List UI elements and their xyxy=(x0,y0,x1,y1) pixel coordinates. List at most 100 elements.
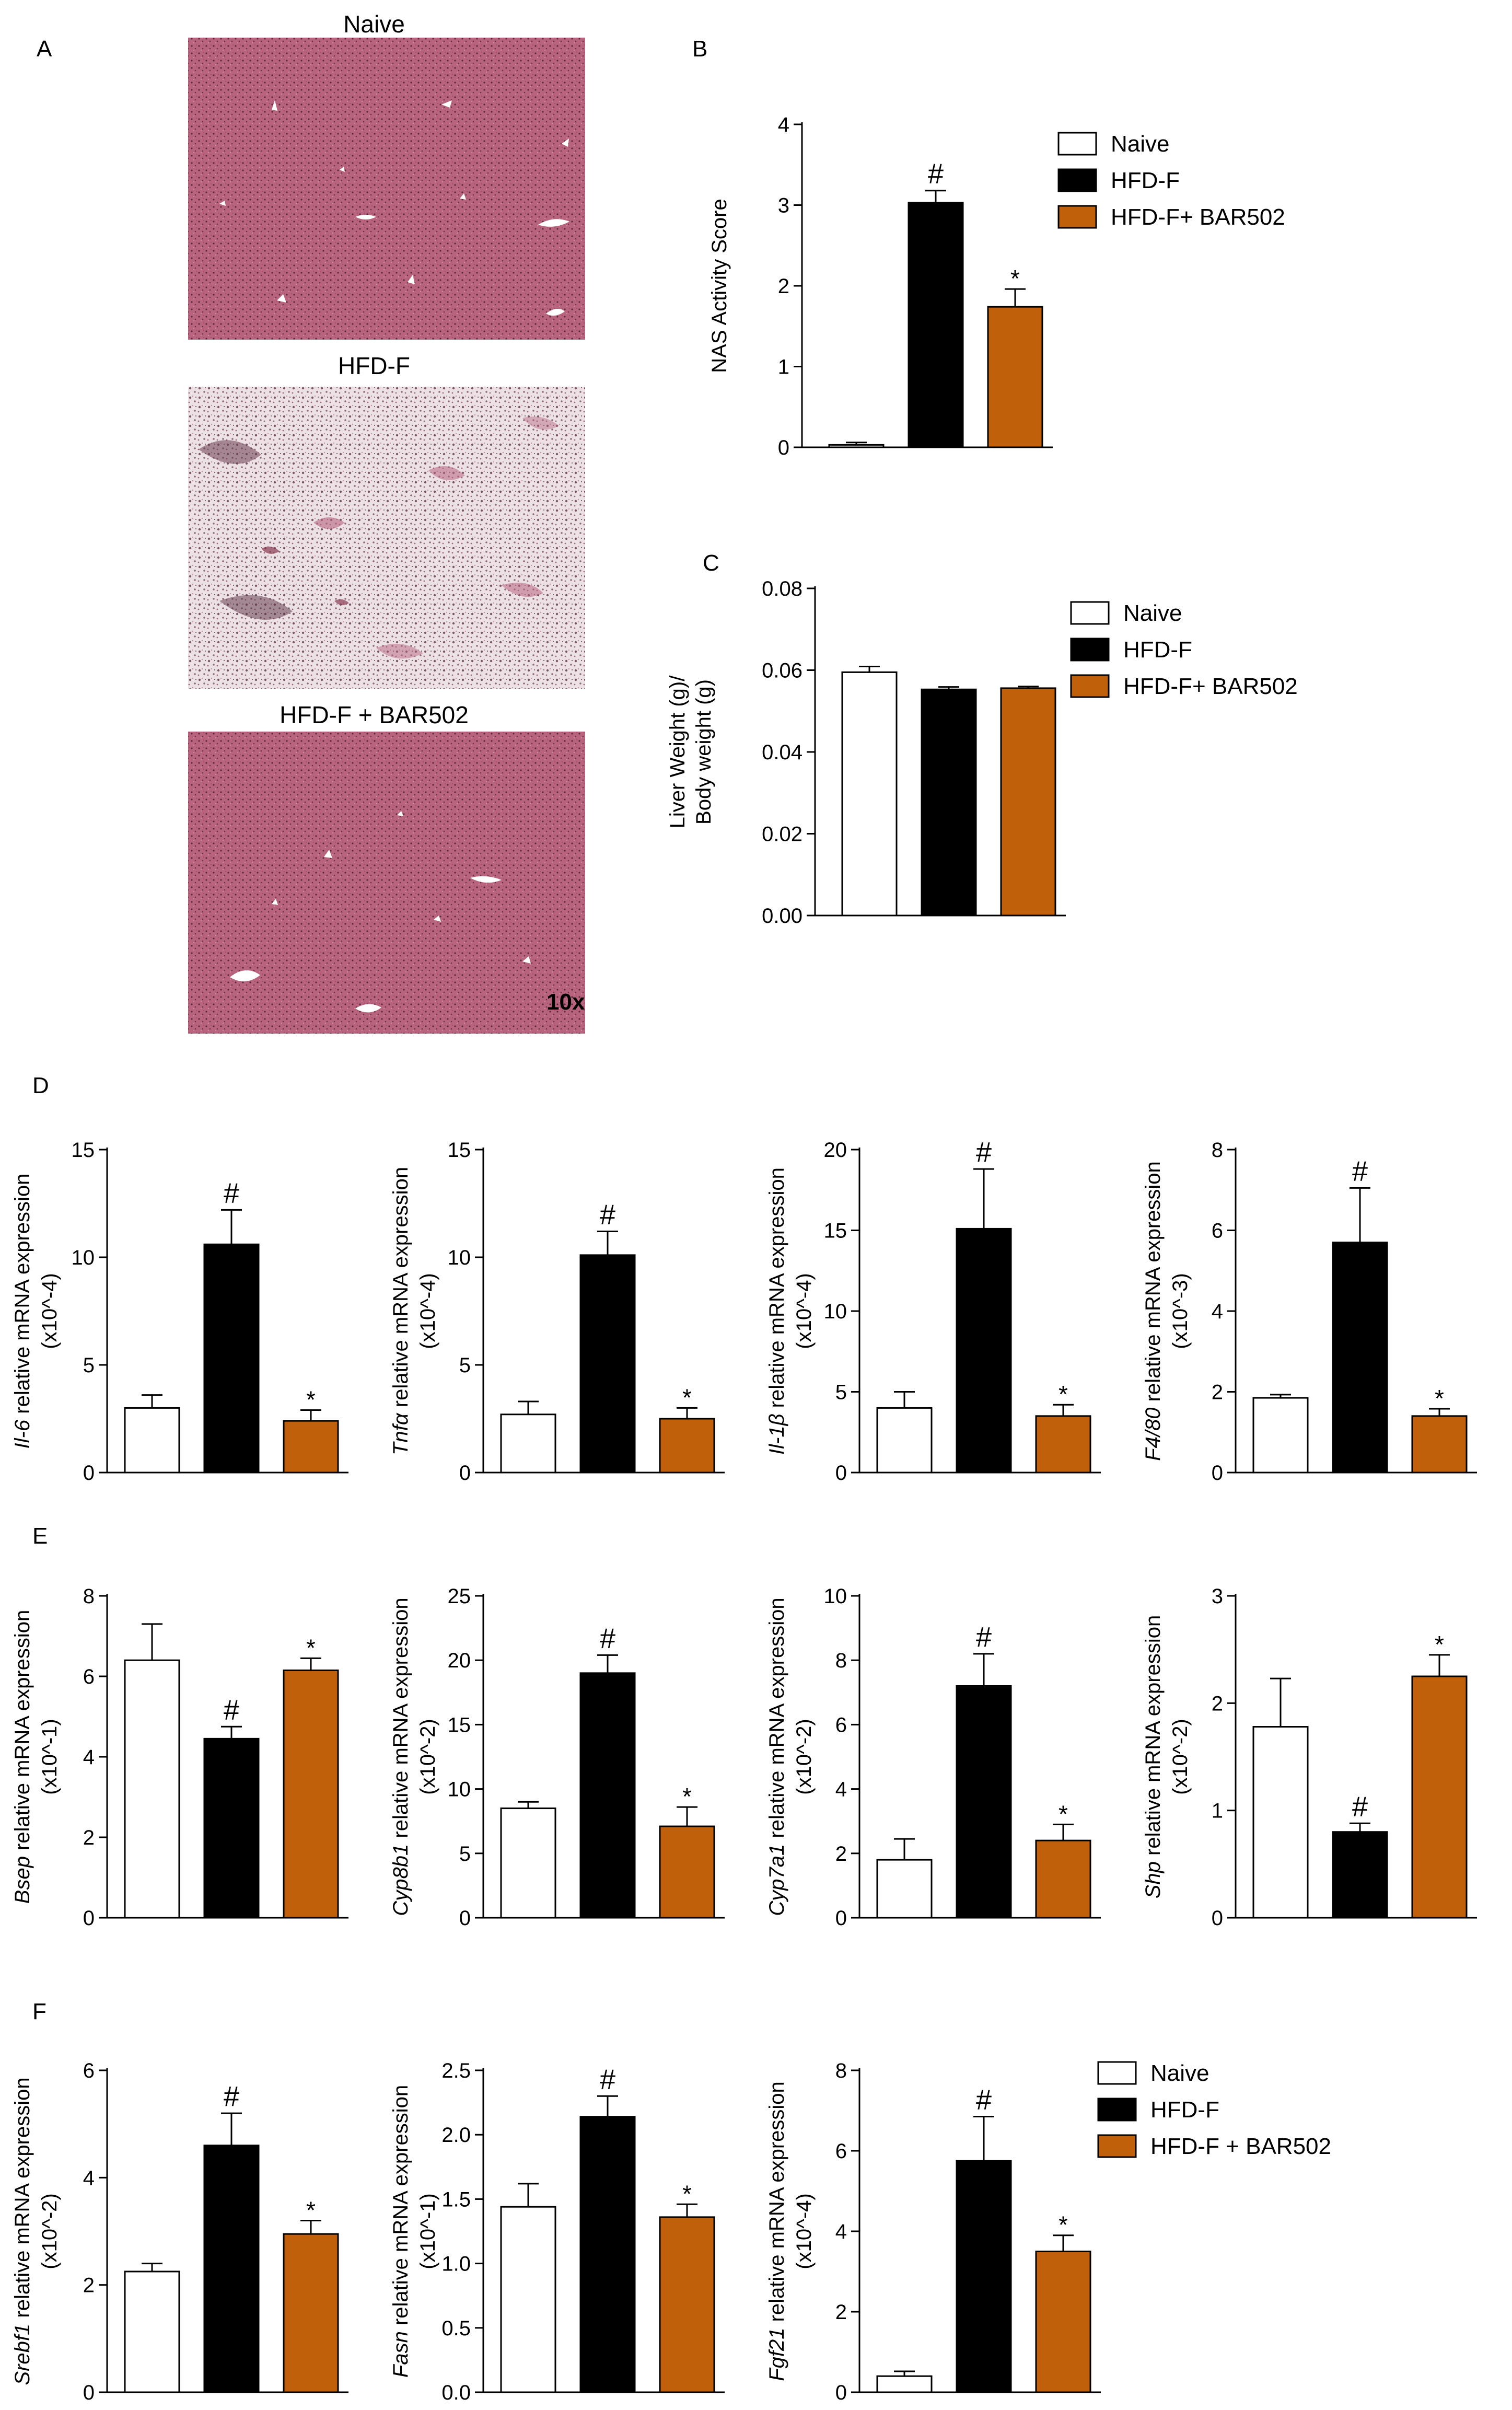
y-tick-label: 2 xyxy=(1212,1381,1223,1404)
y-axis-label: Liver Weight (g)/ xyxy=(666,675,689,829)
legend-label-naive: Naive xyxy=(1111,131,1170,157)
histology-image-hfd xyxy=(188,387,585,689)
legend-label-bar502: HFD-F + BAR502 xyxy=(1150,2134,1331,2159)
legend-swatch-hfd xyxy=(1059,169,1096,191)
legend-label-hfd: HFD-F xyxy=(1111,168,1180,193)
y-tick-label: 6 xyxy=(1212,1220,1223,1243)
gene-name: Cyp8b1 xyxy=(389,1844,412,1916)
y-tick-label: 6 xyxy=(83,2059,95,2082)
bar-bar502 xyxy=(660,1419,714,1473)
bar-hfd xyxy=(1333,1243,1387,1473)
y-axis-units: (x10^-2) xyxy=(793,1719,816,1794)
y-tick-label: 2 xyxy=(778,275,789,298)
y-tick-label: 3 xyxy=(1212,1585,1223,1608)
legend-f: Naive HFD-F HFD-F + BAR502 xyxy=(1098,2060,1331,2159)
gene-name: Il-1β xyxy=(765,1413,788,1454)
bar-naive xyxy=(125,1660,179,1918)
legend-label-hfd: HFD-F xyxy=(1150,2097,1219,2123)
bar-bar502 xyxy=(988,307,1042,447)
y-tick-label: 2 xyxy=(835,2301,847,2324)
y-axis-units: (x10^-1) xyxy=(416,2193,439,2269)
y-axis-label-text: relative mRNA expression xyxy=(11,1174,34,1420)
y-axis-label-text: relative mRNA expression xyxy=(11,2077,34,2323)
bar-hfd xyxy=(922,689,976,916)
y-tick-label: 0 xyxy=(459,1907,471,1930)
panel-label-d: D xyxy=(32,1073,49,1098)
y-tick-label: 2 xyxy=(835,1843,847,1866)
bar-naive xyxy=(877,2376,932,2392)
y-tick-label: 2.5 xyxy=(441,2059,471,2082)
legend-label-bar502: HFD-F+ BAR502 xyxy=(1111,204,1285,230)
chart-f-srebf1: F 0 2 4 6 # * Srebf1 relative mRNA expression (x… xyxy=(11,1999,348,2404)
y-tick-label: 8 xyxy=(835,2059,847,2082)
gene-name: Shp xyxy=(1142,1861,1165,1898)
y-axis-units: (x10^-4) xyxy=(416,1273,439,1349)
y-axis-label-text: relative mRNA expression xyxy=(11,1610,34,1856)
significance-star: * xyxy=(1435,1385,1444,1412)
bar-bar502 xyxy=(284,1670,338,1918)
bar-hfd xyxy=(957,1686,1011,1918)
chart-f-fgf21: 0 2 4 6 8 # * Fgf21 relative mRNA expression (x1… xyxy=(765,2059,1101,2404)
gene-name: Bsep xyxy=(11,1856,34,1904)
legend-swatch-bar502 xyxy=(1059,206,1096,228)
legend-swatch-bar502 xyxy=(1071,675,1109,697)
y-axis-label-text: relative mRNA expression xyxy=(389,2085,412,2331)
gene-name: Fasn xyxy=(389,2331,412,2378)
y-tick-label: 20 xyxy=(448,1649,471,1672)
legend-c: Naive HFD-F HFD-F+ BAR502 xyxy=(1071,600,1298,699)
bar-naive xyxy=(501,1809,555,1918)
significance-hash: # xyxy=(224,2081,239,2112)
legend-label-hfd: HFD-F xyxy=(1123,637,1192,663)
y-tick-label: 0.06 xyxy=(762,659,802,682)
y-tick-label: 15 xyxy=(448,1139,471,1162)
y-tick-label: 4 xyxy=(83,2166,95,2189)
significance-star: * xyxy=(306,1386,316,1413)
y-axis-units: (x10^-4) xyxy=(793,1273,816,1349)
bar-hfd xyxy=(204,1244,259,1473)
panel-label-c: C xyxy=(703,550,719,576)
y-axis-label: Shp relative mRNA expression xyxy=(1142,1615,1165,1898)
significance-hash: # xyxy=(976,2084,992,2116)
y-axis-label: Body weight (g) xyxy=(692,679,715,825)
histology-image-naive xyxy=(188,38,585,340)
significance-star: * xyxy=(682,1783,692,1810)
panel-label-e: E xyxy=(32,1523,48,1549)
y-tick-label: 0.5 xyxy=(441,2317,471,2340)
y-tick-label: 2.0 xyxy=(441,2124,471,2147)
y-tick-label: 0 xyxy=(83,1462,95,1485)
significance-star: * xyxy=(1059,1800,1068,1827)
y-tick-label: 2 xyxy=(83,1826,95,1849)
legend-label-naive: Naive xyxy=(1123,600,1182,626)
y-tick-label: 4 xyxy=(835,2220,847,2243)
significance-star: * xyxy=(1059,2211,1068,2239)
y-tick-label: 0 xyxy=(459,1462,471,1485)
y-axis-label: Fgf21 relative mRNA expression xyxy=(765,2081,788,2381)
y-tick-label: 2 xyxy=(1212,1692,1223,1715)
y-tick-label: 15 xyxy=(448,1713,471,1736)
significance-star: * xyxy=(306,2196,316,2223)
gene-name: Tnfα xyxy=(389,1412,412,1455)
bar-naive xyxy=(1253,1727,1308,1918)
chart-b-nas-score: B 0 1 2 3 4 # * NAS Activity Score xyxy=(692,36,1053,459)
y-axis-units: (x10^-2) xyxy=(38,2193,61,2269)
y-tick-label: 8 xyxy=(835,1649,847,1672)
bar-bar502 xyxy=(284,1421,338,1473)
y-tick-label: 6 xyxy=(83,1665,95,1688)
significance-star: * xyxy=(682,2180,692,2207)
y-axis-label-text: relative mRNA expression xyxy=(765,2081,788,2327)
chart-e-cyp7a1: 0 2 4 6 8 10 # * Cyp7a1 relative mRNA expression… xyxy=(765,1585,1101,1930)
y-axis-label-text: relative mRNA expression xyxy=(389,1167,412,1413)
y-axis-units: (x10^-1) xyxy=(38,1719,61,1794)
bar-naive xyxy=(877,1860,932,1918)
y-axis-label-text: relative mRNA expression xyxy=(1142,1161,1165,1407)
significance-star: * xyxy=(682,1384,692,1411)
bar-naive xyxy=(842,672,897,916)
y-tick-label: 0.00 xyxy=(762,905,802,928)
y-tick-label: 6 xyxy=(835,2140,847,2163)
chart-e-bsep: E 0 2 4 6 8 # * Bsep relative mRNA expression (x1… xyxy=(11,1523,348,1930)
legend-swatch-naive xyxy=(1071,602,1109,624)
gene-name: F4/80 xyxy=(1142,1408,1165,1461)
y-tick-label: 4 xyxy=(835,1778,847,1801)
y-tick-label: 10 xyxy=(824,1300,847,1323)
significance-hash: # xyxy=(224,1177,239,1209)
